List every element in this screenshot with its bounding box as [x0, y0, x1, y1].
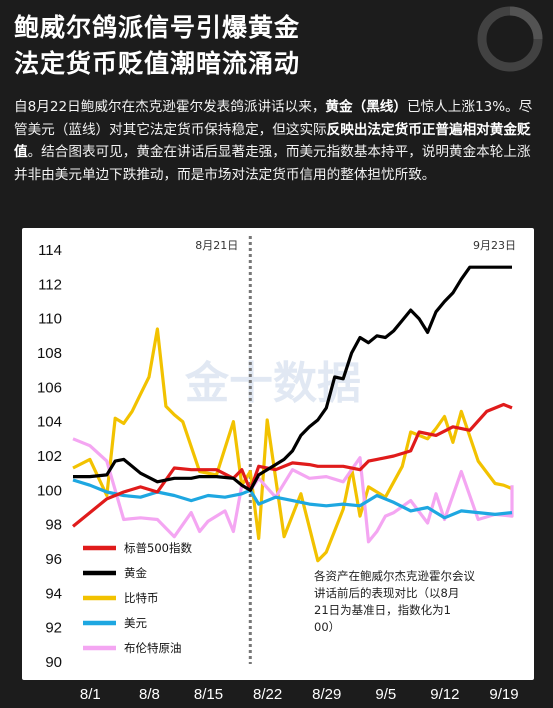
y-tick-label: 94 [45, 585, 62, 602]
chart-note: 各资产在鲍威尔杰克逊霍尔会议讲话前后的表现对比（以8月 21日为基准日，指数化为1… [314, 569, 475, 634]
intro-part-2: 已惊人上涨13%。尽管美元（蓝线）对其它法定货币保持稳定，但这实际 [14, 99, 533, 138]
x-tick-label: 8/29 [312, 686, 341, 703]
chart-note-line: 00） [314, 620, 340, 634]
chart-note-line: 各资产在鲍威尔杰克逊霍尔会议 [314, 569, 475, 583]
intro-bold-conclusion: 反映出法定货币正普遍相对黄金贬值 [14, 121, 531, 161]
series-line-sp500 [71, 402, 513, 528]
chart-card [22, 228, 534, 680]
end-date-label: 9月23日 [473, 239, 516, 252]
chart-note-line: 21日为基准日，指数化为1 [314, 603, 451, 617]
x-tick-label: 9/19 [489, 686, 518, 703]
legend-label-bitcoin: 比特币 [124, 591, 159, 605]
x-tick-label: 8/15 [194, 686, 223, 703]
series-line-gold [73, 265, 512, 492]
series-lines [71, 265, 514, 563]
chart-note-line: 讲话前后的表现对比（以8月 [314, 586, 459, 600]
headline: 鲍威尔鸽派信号引爆黄金 法定货币贬值潮暗流涌动 [14, 10, 300, 82]
y-tick-label: 92 [45, 620, 62, 637]
y-tick-label: 100 [37, 482, 62, 499]
y-tick-label: 90 [45, 654, 62, 671]
series-line-bitcoin [72, 327, 513, 563]
y-tick-label: 96 [45, 551, 62, 568]
x-tick-label: 8/1 [80, 686, 101, 703]
legend-label-brent: 布伦特原油 [124, 641, 182, 655]
y-tick-label: 114 [38, 242, 62, 259]
legend-label-sp500: 标普500指数 [124, 541, 192, 555]
y-axis: 90 92 94 96 98 100 102 104 106 108 110 112 114 [37, 242, 62, 671]
intro-part-1: 自8月22日鲍威尔在杰克逊霍尔发表鸽派讲话以来， [14, 99, 326, 115]
series-line-usd [72, 478, 513, 520]
x-axis: 8/1 8/8 8/15 8/22 8/29 9/5 9/12 9/19 [80, 686, 519, 703]
legend-label-usd: 美元 [124, 616, 147, 630]
y-tick-label: 106 [37, 379, 62, 396]
reference-line-label: 8月21日 [195, 239, 238, 252]
legend-label-gold: 黄金 [124, 566, 147, 580]
y-tick-label: 98 [45, 517, 62, 534]
y-tick-label: 102 [37, 448, 62, 465]
series-line-brent [72, 437, 514, 544]
brand-logo-icon [477, 6, 543, 72]
intro-paragraph: 自8月22日鲍威尔在杰克逊霍尔发表鸽派讲话以来，黄金（黑线）已惊人上涨13%。尽… [14, 96, 544, 186]
x-tick-label: 8/8 [139, 686, 160, 703]
y-tick-label: 104 [37, 414, 62, 431]
intro-bold-gold: 黄金（黑线） [325, 99, 407, 115]
y-tick-label: 110 [38, 311, 62, 328]
x-tick-label: 9/12 [430, 686, 459, 703]
y-tick-label: 108 [37, 345, 62, 362]
x-tick-label: 9/5 [375, 686, 396, 703]
headline-line-1: 鲍威尔鸽派信号引爆黄金 [14, 13, 301, 42]
y-tick-label: 112 [38, 276, 62, 293]
headline-line-2: 法定货币贬值潮暗流涌动 [14, 49, 301, 78]
intro-part-3: 。结合图表可见，黄金在讲话后显著走强，而美元指数基本持平，说明黄金本轮上涨并非由… [14, 144, 531, 183]
x-tick-label: 8/22 [253, 686, 282, 703]
